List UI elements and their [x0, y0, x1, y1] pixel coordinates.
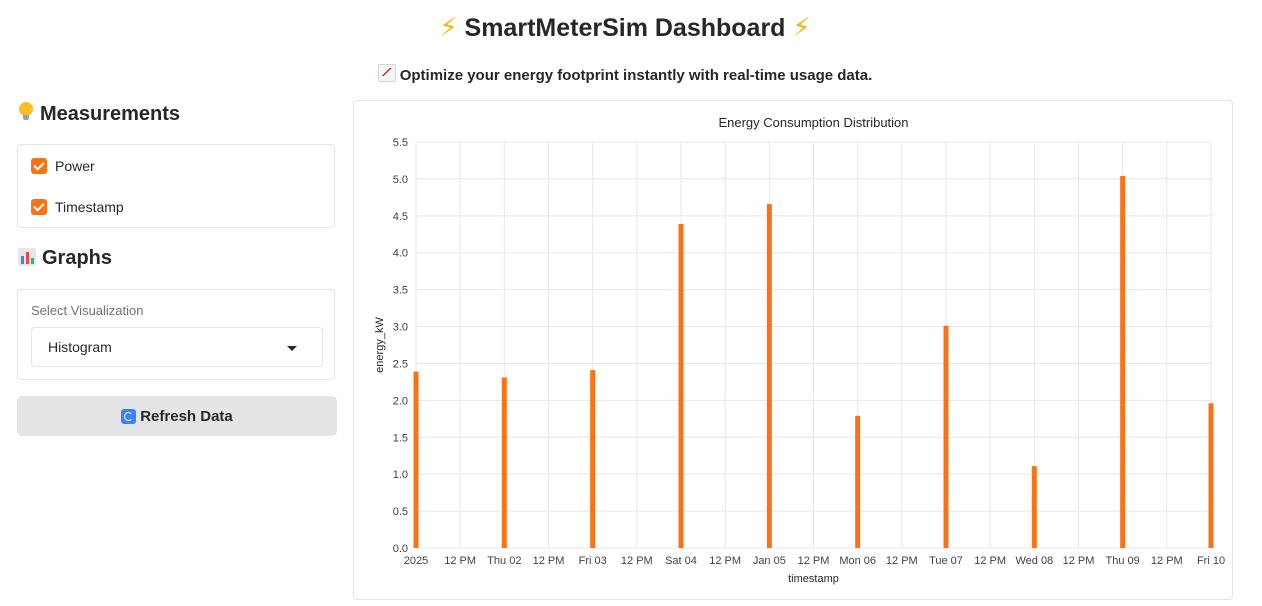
- x-tick-label: Thu 02: [487, 555, 521, 567]
- light-bulb-icon: [18, 102, 34, 122]
- y-tick-label: 3.5: [393, 285, 408, 297]
- histogram-bar: [1208, 403, 1214, 548]
- refresh-icon: [121, 408, 137, 424]
- graphs-heading: Graphs: [18, 247, 112, 270]
- histogram-bar: [1120, 175, 1126, 548]
- x-tick-label: 12 PM: [1063, 555, 1095, 567]
- measurement-timestamp-checkbox[interactable]: Timestamp: [31, 199, 124, 215]
- y-tick-label: 2.5: [393, 358, 408, 370]
- x-tick-label: Thu 09: [1106, 555, 1140, 567]
- graphs-heading-text: Graphs: [42, 247, 113, 269]
- x-tick-label: Sat 04: [665, 555, 697, 567]
- chart-panel: 0.0 0.5 1.0 1.5 2.0 2.5 3.0 3.5 4.0 4.5 5.0 5.5 2025…: [353, 100, 1233, 600]
- y-tick-label: 2.0: [393, 395, 408, 407]
- x-tick-label: 12 PM: [974, 555, 1006, 567]
- y-tick-label: 4.5: [393, 211, 408, 223]
- lightning-icon: ⚡: [439, 12, 458, 42]
- x-axis-label: timestamp: [788, 573, 839, 585]
- visualization-panel: Select Visualization Histogram: [17, 289, 335, 380]
- x-tick-label: 12 PM: [709, 555, 741, 567]
- measurements-heading-text: Measurements: [40, 103, 181, 125]
- x-tick-label: 12 PM: [798, 555, 830, 567]
- histogram-bar: [501, 377, 507, 548]
- y-tick-label: 1.0: [393, 469, 408, 481]
- x-tick-label: Fri 03: [579, 555, 607, 567]
- x-tick-label: 12 PM: [444, 555, 476, 567]
- chart-title: Energy Consumption Distribution: [718, 115, 908, 130]
- y-tick-label: 3.0: [393, 322, 408, 334]
- x-tick-label: Jan 05: [753, 555, 786, 567]
- measurement-power-checkbox[interactable]: Power: [31, 158, 95, 174]
- x-tick-label: Mon 06: [839, 555, 876, 567]
- x-tick-label: Fri 10: [1197, 555, 1225, 567]
- page-title: ⚡ SmartMeterSim Dashboard ⚡: [0, 12, 1250, 43]
- x-tick-label: 12 PM: [533, 555, 565, 567]
- x-tick-label: 12 PM: [1151, 555, 1183, 567]
- y-tick-label: 5.5: [393, 137, 408, 149]
- measurements-panel: Power Timestamp: [17, 144, 335, 228]
- histogram-bar: [413, 371, 419, 548]
- refresh-data-button[interactable]: Refresh Data: [17, 396, 337, 436]
- histogram-bar: [678, 223, 684, 548]
- y-tick-label: 1.5: [393, 432, 408, 444]
- x-tick-label: Tue 07: [929, 555, 963, 567]
- energy-chart: 0.0 0.5 1.0 1.5 2.0 2.5 3.0 3.5 4.0 4.5 5.0 5.5 2025…: [374, 115, 1225, 585]
- chart-increasing-icon: [377, 64, 396, 82]
- x-tick-label: 12 PM: [621, 555, 653, 567]
- y-tick-label: 0.0: [393, 543, 408, 555]
- histogram-bar: [855, 415, 861, 548]
- y-tick-label: 5.0: [393, 174, 408, 186]
- measurements-heading: Measurements: [18, 102, 180, 126]
- x-tick-label: 2025: [404, 555, 428, 567]
- measurement-power-label: Power: [55, 158, 95, 174]
- page-title-text: SmartMeterSim Dashboard: [464, 14, 786, 42]
- histogram-bar: [1031, 466, 1037, 548]
- page-subtitle-text: Optimize your energy footprint instantly…: [399, 67, 873, 84]
- histogram-bar: [590, 370, 596, 548]
- lightning-icon: ⚡: [792, 12, 811, 42]
- chevron-down-icon[interactable]: [287, 346, 297, 351]
- x-tick-label: Wed 08: [1015, 555, 1053, 567]
- visualization-select[interactable]: Histogram: [31, 327, 323, 367]
- checkbox-checked-icon[interactable]: [31, 158, 47, 174]
- histogram-bar: [943, 325, 949, 548]
- checkbox-checked-icon[interactable]: [31, 199, 47, 215]
- bar-chart-icon: [18, 248, 36, 266]
- measurement-timestamp-label: Timestamp: [55, 199, 124, 215]
- y-axis-label: energy_kW: [374, 317, 386, 373]
- refresh-data-label: Refresh Data: [140, 407, 233, 425]
- select-visualization-label: Select Visualization: [31, 303, 144, 318]
- visualization-select-value: Histogram: [48, 339, 112, 355]
- x-tick-label: 12 PM: [886, 555, 918, 567]
- y-tick-label: 0.5: [393, 506, 408, 518]
- y-tick-label: 4.0: [393, 248, 408, 260]
- page-subtitle: Optimize your energy footprint instantly…: [0, 64, 1250, 84]
- histogram-bar: [766, 204, 772, 548]
